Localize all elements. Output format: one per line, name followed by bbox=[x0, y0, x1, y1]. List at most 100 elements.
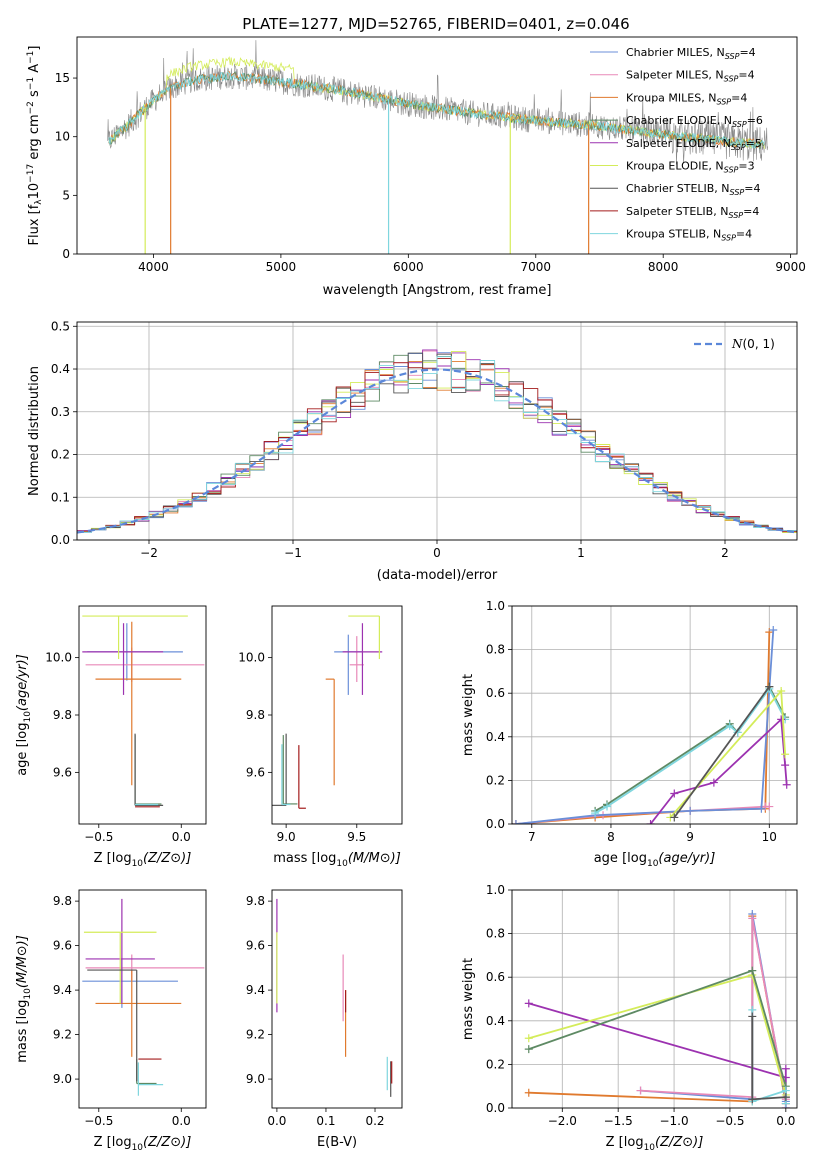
y-tick-label: 9.8 bbox=[53, 894, 72, 908]
label-part: (M/M⊙)] bbox=[15, 935, 30, 988]
label-part: Chabrier STELIB, N bbox=[626, 182, 730, 195]
x-tick-label: 9.5 bbox=[347, 830, 366, 844]
plot-area bbox=[82, 898, 205, 1096]
x-tick-label: −2 bbox=[140, 546, 158, 560]
plot-area bbox=[524, 909, 790, 1108]
axes-mass_vs_Z: −0.5 0.09.09.29.49.69.8Z [log10(Z/Z⊙)]mas… bbox=[15, 889, 207, 1153]
weight-marker-salpeter_elodie bbox=[782, 780, 791, 789]
x-tick-label: 0.0 bbox=[267, 1114, 286, 1128]
y-tick-label: 0.0 bbox=[51, 533, 70, 547]
x-tick-label: 0.0 bbox=[776, 1114, 795, 1128]
legend-label-normal: N(0, 1) bbox=[731, 337, 775, 351]
x-tick-label: 9.0 bbox=[277, 830, 296, 844]
weight-marker-salpeter_elodie bbox=[781, 761, 790, 770]
weight-marker-salpeter_miles bbox=[748, 914, 757, 923]
label-part: 10 bbox=[23, 988, 33, 1000]
observed-spectrum bbox=[107, 40, 768, 165]
y-tick-label: 1.0 bbox=[486, 883, 505, 897]
weight-marker-chabrier_miles bbox=[769, 625, 778, 634]
label-part: SSP bbox=[732, 120, 747, 129]
label-part: =4 bbox=[738, 69, 754, 82]
weight-line-chabrier_elodie bbox=[528, 969, 787, 1098]
axes-frame bbox=[78, 605, 207, 825]
axes-frame bbox=[271, 605, 403, 825]
label-part: λ bbox=[34, 199, 44, 205]
x-axis-label: age [log10(age/yr)] bbox=[594, 851, 716, 869]
y-tick-label: 5 bbox=[62, 188, 70, 202]
y-tick-label: 15 bbox=[55, 71, 70, 85]
label-part: =4 bbox=[739, 46, 755, 59]
x-tick-label: 0.1 bbox=[316, 1114, 335, 1128]
label-part: −2 bbox=[26, 101, 36, 114]
y-tick-label: 0.1 bbox=[51, 490, 70, 504]
x-axis-label: Z [log10(Z/Z⊙)] bbox=[94, 1135, 192, 1153]
weight-line-chabrier_miles bbox=[515, 629, 775, 824]
label-part: Flux [ bbox=[27, 209, 42, 245]
plot-layer: 4000 5000 6000 7000 8000 9000051015wavelength… bbox=[15, 36, 806, 1153]
weight-line-chabrier_stelib bbox=[673, 686, 771, 819]
y-axis-label: mass weight bbox=[461, 674, 476, 756]
label-part: Salpeter ELODIE, N bbox=[626, 137, 731, 150]
y-tick-label: 10.0 bbox=[45, 651, 72, 665]
label-part: (Z/Z⊙)] bbox=[655, 1135, 703, 1150]
x-tick-label: 4000 bbox=[138, 260, 169, 274]
label-part: =4 bbox=[736, 228, 752, 241]
label-part: Kroupa MILES, N bbox=[626, 91, 716, 104]
model-spectrum-kroupa_stelib bbox=[108, 71, 765, 150]
weight-marker-chabrier_stelib bbox=[670, 813, 679, 822]
label-part: (age/yr)] bbox=[15, 654, 30, 711]
y-tick-label: 0.8 bbox=[486, 927, 505, 941]
x-tick-label: 10 bbox=[762, 830, 777, 844]
label-part: (age/yr)] bbox=[658, 851, 715, 866]
weight-marker-salpeter_elodie bbox=[646, 820, 655, 824]
legend-label-salpeter_miles: Salpeter MILES, NSSP=4 bbox=[626, 69, 755, 84]
x-axis-label: wavelength [Angstrom, rest frame] bbox=[323, 283, 552, 298]
y-tick-label: 1.0 bbox=[486, 599, 505, 613]
label-part: erg cm bbox=[27, 114, 42, 163]
weight-marker-salpeter_elodie bbox=[670, 789, 679, 798]
axes-age_vs_Z: −0.5 0.09.69.810.0Z [log10(Z/Z⊙)]age [log… bbox=[15, 605, 207, 869]
x-tick-label: −1.5 bbox=[604, 1114, 633, 1128]
label-part: 10 bbox=[23, 711, 33, 723]
label-part: ] bbox=[27, 46, 42, 51]
y-tick-label: 9.2 bbox=[53, 1028, 72, 1042]
y-axis-label: age [log10(age/yr)] bbox=[15, 654, 33, 776]
label-part: 10 bbox=[132, 1143, 144, 1153]
x-axis-label: E(B-V) bbox=[317, 1135, 357, 1150]
weight-marker-salpeter_elodie bbox=[524, 999, 533, 1008]
y-tick-label: 0.6 bbox=[486, 970, 505, 984]
y-tick-label: 0.4 bbox=[486, 730, 505, 744]
label-part: A bbox=[27, 64, 42, 77]
label-part: SSP bbox=[724, 166, 739, 175]
label-part: Z [log bbox=[94, 851, 132, 866]
y-tick-label: 0.3 bbox=[51, 405, 70, 419]
y-tick-label: 0.6 bbox=[486, 686, 505, 700]
weight-marker-salpeter_miles bbox=[636, 1086, 645, 1095]
axes-residuals: −2 −1 0 1 2 0.0 0.1 0.2 0.3 0.4 0.5 (data-model)/er… bbox=[27, 319, 798, 583]
label-part: −1 bbox=[26, 51, 36, 64]
x-tick-label: 1 bbox=[577, 546, 585, 560]
y-tick-label: 0.4 bbox=[51, 362, 70, 376]
y-tick-label: 9.6 bbox=[246, 765, 265, 779]
x-tick-label: 8 bbox=[607, 830, 615, 844]
label-part: =3 bbox=[738, 160, 754, 173]
label-part: Salpeter MILES, N bbox=[626, 69, 724, 82]
label-part: (0, 1) bbox=[743, 337, 775, 351]
label-part: Chabrier MILES, N bbox=[626, 46, 725, 59]
x-tick-label: 7 bbox=[528, 830, 536, 844]
x-tick-label: 8000 bbox=[648, 260, 679, 274]
axes-spectrum: 4000 5000 6000 7000 8000 9000 0 5 10 15 wavelength… bbox=[26, 36, 806, 298]
y-tick-label: 9.0 bbox=[53, 1072, 72, 1086]
label-part: (M/M⊙)] bbox=[348, 851, 401, 866]
y-tick-label: 9.0 bbox=[246, 1072, 265, 1086]
label-part: 10 bbox=[644, 1143, 656, 1153]
plot-area bbox=[272, 615, 383, 809]
y-tick-label: 9.6 bbox=[53, 765, 72, 779]
label-part: Kroupa ELODIE, N bbox=[626, 160, 724, 173]
weight-marker-kroupa_elodie bbox=[777, 687, 786, 696]
y-tick-label: 0.4 bbox=[486, 1014, 505, 1028]
figure-title: PLATE=1277, MJD=52765, FIBERID=0401, z=0… bbox=[242, 15, 629, 33]
axes-frame bbox=[271, 889, 403, 1109]
x-axis-label: (data-model)/error bbox=[377, 568, 498, 583]
